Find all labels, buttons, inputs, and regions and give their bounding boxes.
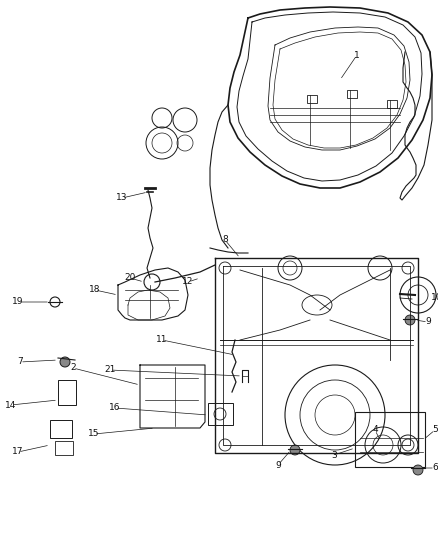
Text: 16: 16: [109, 403, 121, 413]
Text: 6: 6: [432, 464, 438, 472]
Bar: [208, 403, 233, 425]
Bar: [50, 420, 72, 438]
Text: 19: 19: [12, 297, 24, 306]
Text: 8: 8: [222, 236, 228, 245]
Text: 13: 13: [116, 193, 128, 203]
Bar: [55, 441, 73, 455]
Bar: [347, 90, 357, 98]
Text: 11: 11: [156, 335, 168, 344]
Text: 1: 1: [354, 51, 360, 60]
Text: 9: 9: [275, 461, 281, 470]
Text: 9: 9: [425, 318, 431, 327]
Text: 20: 20: [124, 273, 136, 282]
Circle shape: [405, 315, 415, 325]
Bar: [355, 412, 425, 467]
Bar: [387, 100, 397, 108]
Bar: [58, 380, 76, 405]
Bar: [307, 95, 317, 103]
Text: 21: 21: [104, 366, 116, 375]
Text: 2: 2: [70, 364, 76, 373]
Circle shape: [413, 465, 423, 475]
Text: 4: 4: [372, 425, 378, 434]
Text: 17: 17: [12, 448, 24, 456]
Text: 15: 15: [88, 430, 100, 439]
Text: 12: 12: [182, 278, 194, 287]
Circle shape: [60, 357, 70, 367]
Text: 10: 10: [431, 293, 438, 302]
Text: 3: 3: [331, 450, 337, 459]
Text: 14: 14: [5, 400, 17, 409]
Circle shape: [290, 445, 300, 455]
Text: 18: 18: [89, 286, 101, 295]
Text: 7: 7: [17, 358, 23, 367]
Text: 5: 5: [432, 425, 438, 434]
